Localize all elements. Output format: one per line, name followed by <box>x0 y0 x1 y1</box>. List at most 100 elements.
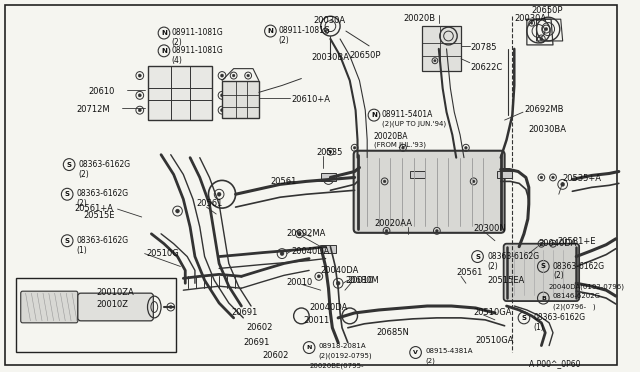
Circle shape <box>221 74 223 77</box>
Text: N: N <box>161 30 167 36</box>
Text: (2): (2) <box>487 262 498 270</box>
Text: 20692MA: 20692MA <box>287 229 326 238</box>
Circle shape <box>561 182 564 186</box>
Circle shape <box>232 74 235 77</box>
Text: 20510G: 20510G <box>147 248 179 258</box>
Bar <box>222 80 259 118</box>
Text: 20510GA: 20510GA <box>474 308 512 317</box>
Text: (2): (2) <box>79 170 90 179</box>
Text: 20040DA: 20040DA <box>292 247 330 256</box>
Text: (4): (4) <box>172 56 182 65</box>
Text: 20680M: 20680M <box>345 276 379 285</box>
Text: 20020BE(0795-: 20020BE(0795- <box>309 362 364 369</box>
Text: A P00^_0P60: A P00^_0P60 <box>529 359 580 368</box>
Circle shape <box>552 176 554 179</box>
Text: 20040DA: 20040DA <box>538 239 577 248</box>
Text: 20030A: 20030A <box>313 16 345 25</box>
Text: S: S <box>522 315 527 321</box>
Text: 20030BA: 20030BA <box>529 125 567 134</box>
Text: 20040DA: 20040DA <box>321 266 359 275</box>
Circle shape <box>472 180 475 183</box>
Text: 20691: 20691 <box>243 338 269 347</box>
Circle shape <box>317 275 321 278</box>
FancyBboxPatch shape <box>504 244 579 301</box>
Circle shape <box>531 22 533 24</box>
Text: 20510GA: 20510GA <box>476 336 514 345</box>
Text: 20040DA: 20040DA <box>309 303 348 312</box>
Text: 08911-1081G: 08911-1081G <box>172 28 223 37</box>
Circle shape <box>383 180 386 183</box>
Text: 08915-4381A: 08915-4381A <box>425 347 473 353</box>
Text: 20692MB: 20692MB <box>524 105 563 114</box>
Text: 20712M: 20712M <box>77 105 111 114</box>
Text: 20300N: 20300N <box>474 224 506 233</box>
Text: (2): (2) <box>553 272 564 280</box>
Circle shape <box>545 28 548 31</box>
Text: (2): (2) <box>425 357 435 364</box>
Text: (2): (2) <box>172 38 182 47</box>
Text: 20515E: 20515E <box>84 211 115 220</box>
Circle shape <box>336 281 340 285</box>
Text: V: V <box>413 350 418 355</box>
Text: 20691: 20691 <box>232 308 258 317</box>
Text: 20622C: 20622C <box>471 63 503 72</box>
Text: 20785: 20785 <box>471 43 497 52</box>
Circle shape <box>324 30 327 32</box>
Circle shape <box>175 209 179 213</box>
Circle shape <box>326 177 330 182</box>
Text: (2)(0192-0795): (2)(0192-0795) <box>319 353 372 359</box>
Text: 08363-6162G: 08363-6162G <box>77 189 129 198</box>
Circle shape <box>298 232 301 235</box>
Text: 20020BA: 20020BA <box>374 132 408 141</box>
Bar <box>321 245 336 253</box>
Text: 20040DA(0192-0796): 20040DA(0192-0796) <box>548 283 624 290</box>
Text: S: S <box>475 254 480 260</box>
Circle shape <box>353 146 356 149</box>
Circle shape <box>435 230 438 232</box>
Circle shape <box>465 146 467 149</box>
Text: 20561: 20561 <box>271 177 297 186</box>
Circle shape <box>329 150 332 153</box>
Text: 20685N: 20685N <box>377 328 410 337</box>
Text: S: S <box>65 238 70 244</box>
Circle shape <box>540 242 543 245</box>
Circle shape <box>221 94 223 97</box>
Text: 20602: 20602 <box>262 350 289 359</box>
Text: (2): (2) <box>77 199 88 208</box>
Circle shape <box>221 109 223 112</box>
Text: 20602: 20602 <box>246 323 273 332</box>
Text: 20010ZA: 20010ZA <box>96 288 134 297</box>
Bar <box>422 26 461 71</box>
Text: 20010: 20010 <box>287 278 313 287</box>
Text: S: S <box>67 161 72 167</box>
Text: 08363-6162G: 08363-6162G <box>553 262 605 270</box>
Bar <box>497 170 513 179</box>
FancyBboxPatch shape <box>78 293 154 321</box>
Bar <box>321 173 336 182</box>
Text: B: B <box>541 296 546 301</box>
Text: 20010Z: 20010Z <box>96 300 128 309</box>
Text: 20020B: 20020B <box>403 14 435 23</box>
Text: 20610: 20610 <box>88 87 115 96</box>
Text: 20011: 20011 <box>303 316 330 325</box>
Circle shape <box>247 74 250 77</box>
Circle shape <box>552 242 554 245</box>
Circle shape <box>434 60 436 62</box>
Text: S: S <box>541 263 546 269</box>
Circle shape <box>138 94 141 97</box>
Circle shape <box>385 230 388 232</box>
Text: 08911-5401A: 08911-5401A <box>381 110 433 119</box>
Circle shape <box>402 146 404 149</box>
Circle shape <box>138 109 141 112</box>
Text: 08363-6162G: 08363-6162G <box>79 160 131 169</box>
Bar <box>16 278 175 353</box>
Text: 20561: 20561 <box>197 199 223 208</box>
Circle shape <box>280 251 284 256</box>
Circle shape <box>540 38 543 41</box>
Text: 20535+A: 20535+A <box>563 174 602 183</box>
Text: N: N <box>161 48 167 54</box>
Text: 20610+A: 20610+A <box>292 95 331 105</box>
Text: (1): (1) <box>77 246 88 255</box>
Text: 20535: 20535 <box>316 148 342 157</box>
FancyBboxPatch shape <box>20 291 78 323</box>
